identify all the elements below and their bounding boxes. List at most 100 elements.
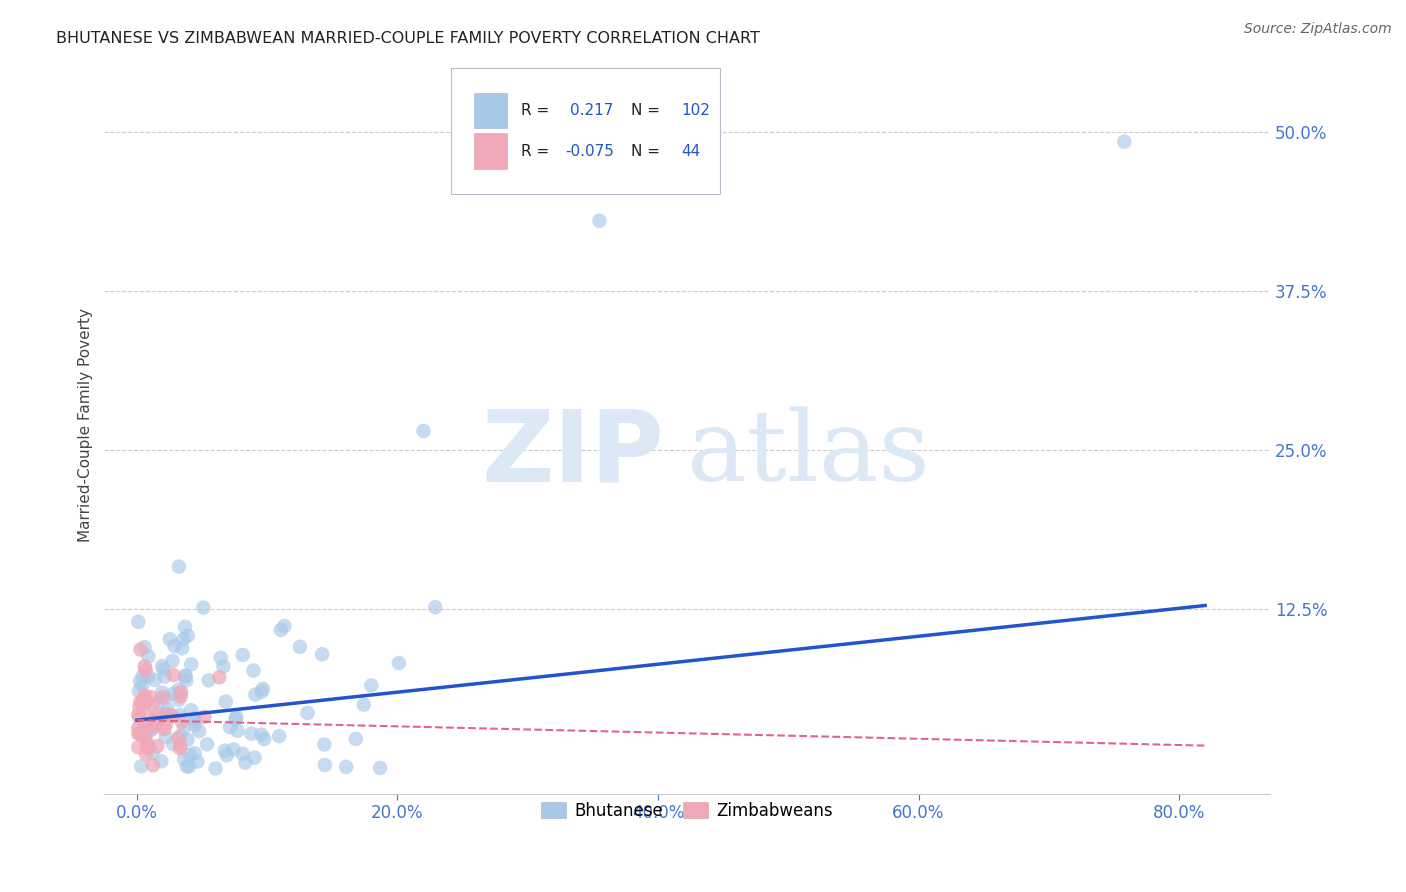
- Point: [425, 600, 447, 615]
- Point: [186, 755, 208, 769]
- Point: [162, 654, 184, 668]
- Point: [128, 700, 150, 714]
- Point: [127, 740, 149, 755]
- Point: [139, 723, 162, 737]
- Point: [250, 728, 273, 742]
- Point: [232, 648, 254, 662]
- Point: [169, 741, 191, 756]
- Point: [215, 695, 238, 709]
- Point: [172, 632, 194, 647]
- Text: 0.217: 0.217: [569, 103, 613, 118]
- Point: [129, 642, 152, 657]
- Point: [152, 690, 174, 705]
- Point: [141, 746, 163, 760]
- Point: [311, 647, 333, 661]
- Point: [135, 663, 157, 677]
- Point: [184, 714, 207, 729]
- Point: [184, 711, 207, 725]
- Point: [135, 747, 157, 761]
- Point: [139, 690, 162, 705]
- Point: [174, 673, 197, 688]
- Point: [129, 674, 152, 689]
- Point: [136, 725, 159, 739]
- Point: [127, 726, 149, 740]
- Point: [129, 695, 152, 709]
- Point: [162, 687, 184, 701]
- Point: [131, 729, 153, 743]
- Point: [215, 748, 238, 763]
- Point: [193, 600, 215, 615]
- Text: N =: N =: [631, 144, 661, 159]
- Text: R =: R =: [520, 144, 548, 159]
- Point: [170, 685, 193, 699]
- Point: [166, 731, 188, 746]
- Point: [132, 726, 155, 740]
- Point: [225, 710, 247, 724]
- Point: [134, 719, 156, 733]
- Point: [155, 730, 177, 744]
- Point: [232, 747, 254, 761]
- Point: [131, 679, 153, 693]
- Point: [360, 678, 382, 692]
- Text: ZIP: ZIP: [481, 406, 664, 503]
- Point: [184, 718, 207, 732]
- Point: [160, 709, 183, 723]
- Text: BHUTANESE VS ZIMBABWEAN MARRIED-COUPLE FAMILY POVERTY CORRELATION CHART: BHUTANESE VS ZIMBABWEAN MARRIED-COUPLE F…: [56, 31, 761, 46]
- FancyBboxPatch shape: [474, 93, 506, 128]
- Point: [142, 758, 165, 772]
- Point: [242, 664, 264, 678]
- Point: [159, 632, 181, 647]
- Point: [169, 739, 191, 754]
- Point: [128, 726, 150, 740]
- Point: [173, 752, 195, 766]
- Point: [588, 213, 610, 227]
- Point: [127, 721, 149, 735]
- Point: [245, 688, 267, 702]
- Point: [353, 698, 375, 712]
- Point: [273, 619, 295, 633]
- Point: [177, 759, 200, 773]
- Point: [252, 681, 274, 696]
- Point: [136, 669, 159, 683]
- Point: [153, 669, 176, 683]
- Point: [212, 659, 235, 673]
- Point: [136, 737, 159, 751]
- Point: [169, 729, 191, 743]
- Legend: Bhutanese, Zimbabweans: Bhutanese, Zimbabweans: [534, 795, 839, 826]
- Point: [183, 746, 205, 760]
- Text: 102: 102: [682, 103, 710, 118]
- Point: [134, 659, 156, 673]
- Point: [153, 722, 176, 736]
- Point: [173, 722, 195, 736]
- Point: [129, 759, 152, 773]
- Point: [176, 629, 198, 643]
- Point: [170, 714, 193, 729]
- Point: [136, 740, 159, 755]
- Text: -0.075: -0.075: [565, 144, 614, 159]
- Text: atlas: atlas: [688, 406, 929, 502]
- Point: [146, 713, 169, 727]
- FancyBboxPatch shape: [474, 134, 506, 169]
- Point: [138, 740, 160, 755]
- Point: [188, 724, 211, 739]
- Point: [179, 747, 201, 762]
- Point: [170, 641, 193, 656]
- Point: [162, 737, 184, 751]
- Point: [226, 723, 249, 738]
- Point: [297, 706, 319, 720]
- Point: [209, 650, 232, 665]
- Point: [197, 673, 219, 688]
- Point: [156, 702, 179, 716]
- Point: [225, 712, 247, 726]
- Point: [145, 715, 167, 730]
- Point: [155, 691, 177, 706]
- Point: [155, 716, 177, 731]
- Point: [132, 693, 155, 707]
- Point: [314, 738, 336, 752]
- Point: [314, 758, 336, 772]
- Point: [388, 656, 411, 670]
- Point: [412, 424, 434, 438]
- Point: [174, 620, 197, 634]
- Point: [134, 689, 156, 703]
- Point: [204, 761, 226, 775]
